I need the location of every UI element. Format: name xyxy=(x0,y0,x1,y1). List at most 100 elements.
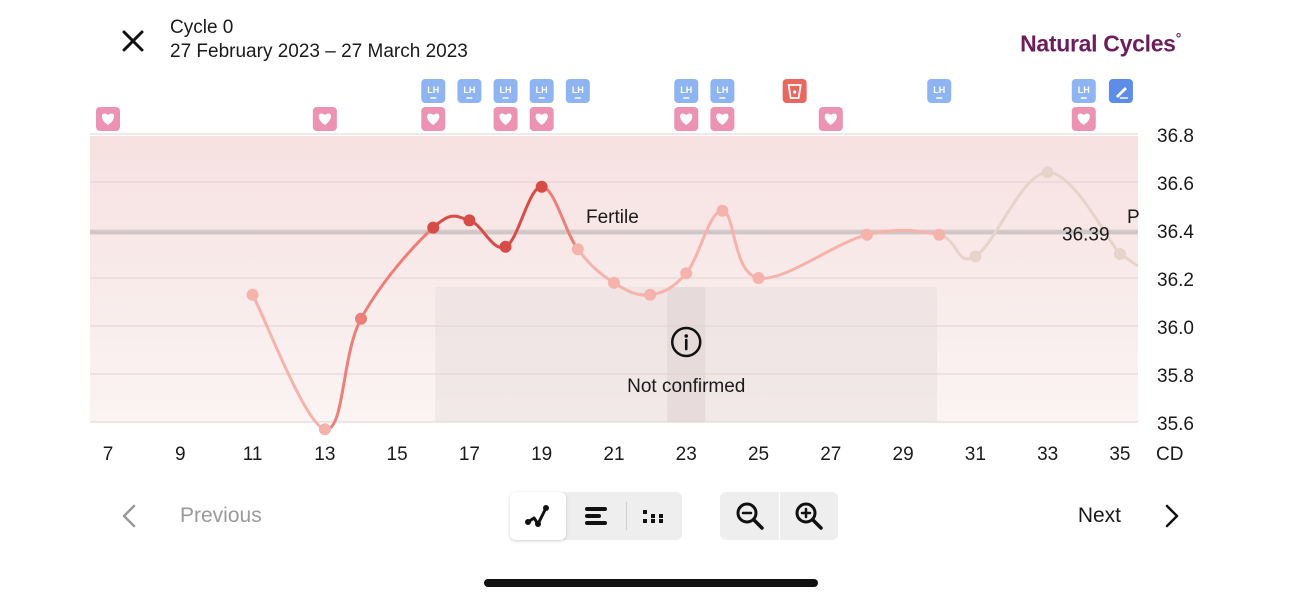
temperature-point xyxy=(318,423,331,436)
temperature-point xyxy=(969,250,982,263)
lh-test-marker: LH xyxy=(710,79,735,103)
x-tick-label: 19 xyxy=(531,444,552,465)
cycle-title: Cycle 0 xyxy=(170,17,234,38)
x-tick-label: 35 xyxy=(1109,444,1130,465)
chevron-left-icon xyxy=(122,504,136,528)
x-tick-label: 17 xyxy=(459,444,480,465)
lh-icon: LH xyxy=(1078,85,1090,95)
lh-test-marker: LH xyxy=(674,79,699,103)
intercourse-marker xyxy=(312,107,337,131)
y-axis-ticks: 35.6 35.8 36.0 36.2 36.4 36.6 36.8 xyxy=(1157,126,1194,435)
view-separator xyxy=(626,502,627,530)
heart-icon xyxy=(101,113,115,125)
dot-grid-icon xyxy=(643,510,663,523)
line-segment xyxy=(1046,170,1122,256)
lh-icon: LH xyxy=(427,85,439,95)
temperature-point xyxy=(933,228,946,241)
y-tick-label: 36.0 xyxy=(1157,318,1194,339)
temperature-chart[interactable]: 35.6 35.8 36.0 36.2 36.4 36.6 36.8 7 9 11 13 15 17 1… xyxy=(0,72,1301,472)
cycle-dates: 27 February 2023 – 27 March 2023 xyxy=(170,41,468,62)
intercourse-marker xyxy=(529,107,554,131)
intercourse-marker xyxy=(493,107,518,131)
lh-icon: LH xyxy=(680,85,692,95)
coverline-label: 36.39 xyxy=(1062,224,1110,245)
cup-icon xyxy=(787,84,802,99)
x-tick-label: 21 xyxy=(603,444,624,465)
heart-icon xyxy=(716,113,729,125)
lh-marker-bg xyxy=(674,79,699,103)
zoom-out-button[interactable] xyxy=(720,492,779,540)
chevron-right-icon xyxy=(1165,504,1179,528)
zoom-in-button[interactable] xyxy=(779,492,838,540)
lh-test-marker: LH xyxy=(457,79,482,103)
y-tick-label: 36.4 xyxy=(1157,222,1194,243)
pregnancy-test-marker xyxy=(782,79,807,103)
x-tick-label: 25 xyxy=(748,444,769,465)
intercourse-marker xyxy=(1071,107,1096,131)
dots-view-button[interactable] xyxy=(626,492,682,540)
x-tick-label: 29 xyxy=(893,444,914,465)
list-view-button[interactable] xyxy=(568,492,624,540)
chart-gridlines xyxy=(90,133,1138,423)
previous-button[interactable]: Previous xyxy=(118,490,262,542)
lh-icon: LH xyxy=(716,85,728,95)
bottom-toolbar: Previous xyxy=(0,490,1301,542)
line-graph-icon xyxy=(525,505,549,527)
lh-icon: LH xyxy=(500,85,512,95)
home-indicator xyxy=(484,579,818,587)
close-button[interactable] xyxy=(118,26,148,56)
lh-test-marker: LH xyxy=(493,79,518,103)
zoom-in-icon xyxy=(795,502,823,530)
temperature-point xyxy=(680,267,693,280)
phase-label: P xyxy=(1127,207,1140,228)
temperature-point xyxy=(1041,166,1054,179)
heart-icon xyxy=(499,113,512,125)
intercourse-marker xyxy=(96,107,120,131)
temperature-point xyxy=(571,243,584,256)
heart-icon xyxy=(318,113,331,125)
heart-icon xyxy=(535,113,548,125)
temperature-point xyxy=(535,180,548,193)
cycle-header: Cycle 0 27 February 2023 – 27 March 2023 xyxy=(170,16,468,64)
line-segment xyxy=(757,233,869,280)
x-tick-label: 33 xyxy=(1037,444,1058,465)
lh-test-marker: LH xyxy=(927,79,952,103)
bar-list-icon xyxy=(585,507,607,525)
brand-mark: ° xyxy=(1175,30,1182,46)
heart-icon xyxy=(680,113,693,125)
note-marker xyxy=(1108,79,1133,103)
heart-icon xyxy=(824,113,837,125)
zoom-out-icon xyxy=(736,502,764,530)
lh-icon: LH xyxy=(463,85,475,95)
lh-icon: LH xyxy=(933,85,945,95)
info-dot xyxy=(684,334,689,338)
temperature-point xyxy=(860,228,873,241)
intercourse-marker xyxy=(818,107,843,131)
cup-dot xyxy=(793,90,797,94)
y-tick-label: 36.6 xyxy=(1157,174,1194,195)
lh-test-marker: LH xyxy=(1071,79,1096,103)
event-markers: LH LH LH LH LH LH LH LH LH xyxy=(96,79,1133,131)
x-tick-label: 31 xyxy=(965,444,986,465)
zoom-controls xyxy=(720,492,838,540)
line-segment xyxy=(973,170,1050,258)
not-confirmed-region xyxy=(435,287,938,422)
line-view-button[interactable] xyxy=(510,492,566,540)
intercourse-marker xyxy=(421,107,446,131)
y-tick-label: 36.8 xyxy=(1157,126,1194,147)
lh-test-marker: LH xyxy=(421,79,446,103)
fertile-label: Fertile xyxy=(586,207,639,228)
x-tick-label: 7 xyxy=(103,444,114,465)
intercourse-marker xyxy=(674,107,699,131)
lh-icon: LH xyxy=(572,85,584,95)
next-button[interactable]: Next xyxy=(1078,490,1183,542)
info-circle xyxy=(670,326,702,358)
previous-label: Previous xyxy=(180,504,262,527)
temperature-point xyxy=(499,240,512,253)
heart-icon xyxy=(427,113,440,125)
not-confirmed-highlight xyxy=(667,287,706,422)
chart-labels: 36.39 Fertile P Not confirmed xyxy=(586,207,1140,397)
close-icon xyxy=(122,30,144,52)
lh-marker-bg xyxy=(457,79,482,103)
temperature-point xyxy=(716,204,729,217)
